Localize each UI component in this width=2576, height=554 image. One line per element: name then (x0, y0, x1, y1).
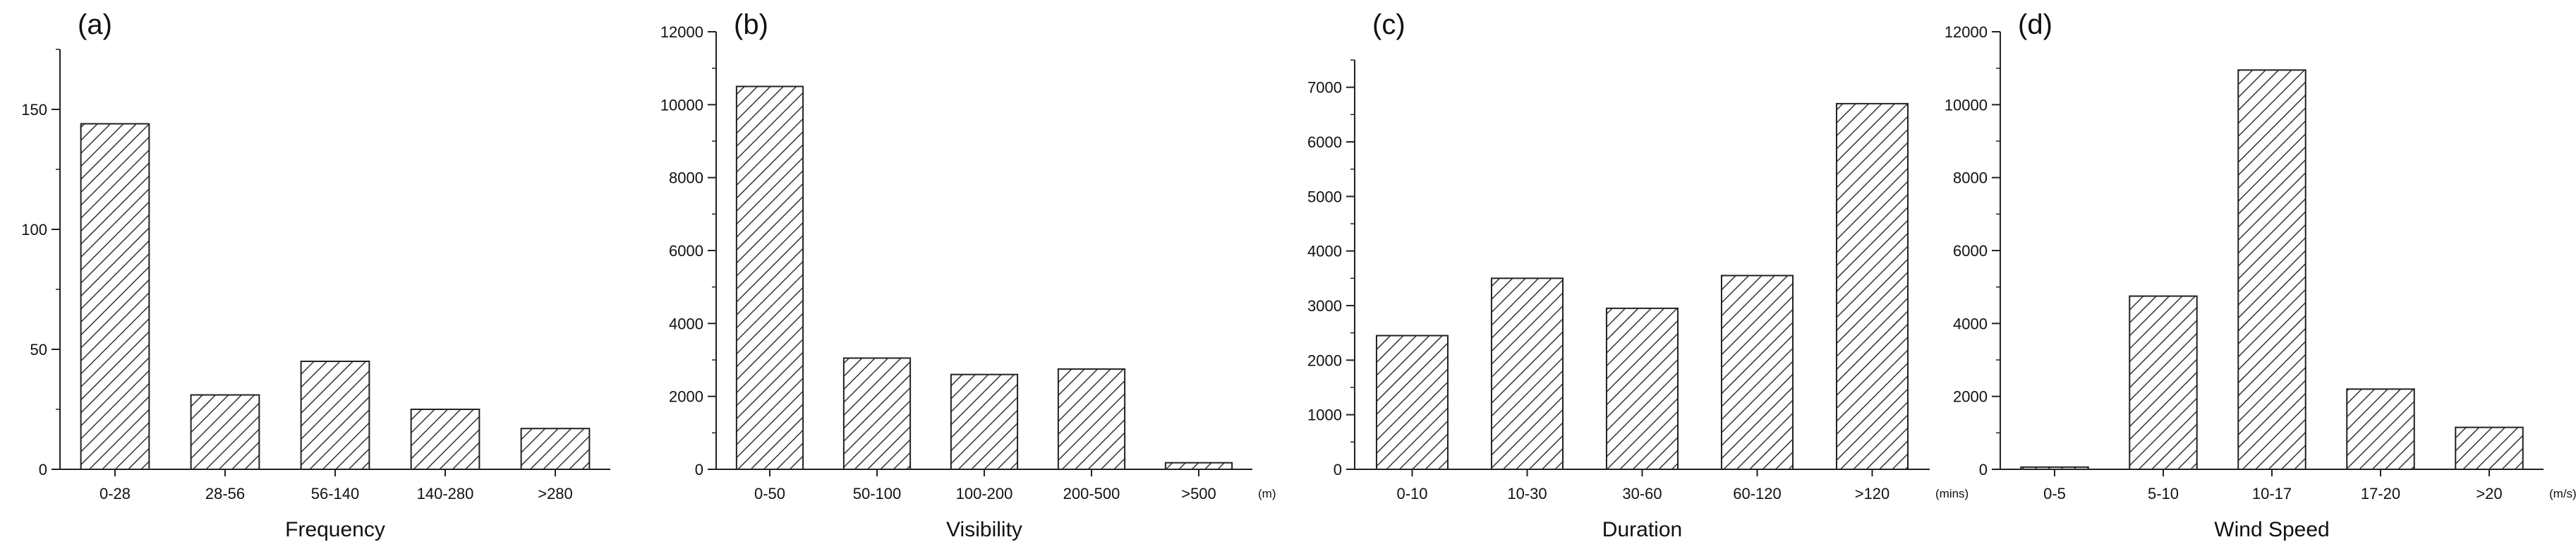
y-tick-label: 4000 (669, 315, 703, 332)
x-unit-label: (m/s) (2549, 487, 2576, 500)
y-tick-label: 6000 (1953, 242, 1988, 260)
x-tick-label: 10-30 (1507, 485, 1547, 502)
x-tick-label: >20 (2476, 485, 2502, 502)
bar-2 (190, 394, 260, 470)
y-tick-label: 4000 (1953, 315, 1988, 332)
x-tick-label: 0-10 (1396, 485, 1427, 502)
bar-3 (300, 361, 370, 470)
bar-4 (1720, 275, 1794, 470)
y-tick-label: 10000 (660, 96, 703, 114)
x-tick-label: 200-500 (1063, 485, 1120, 502)
bar-2 (842, 357, 912, 470)
x-tick-label: 140-280 (417, 485, 474, 502)
bar-4 (1057, 368, 1126, 471)
bar-4 (2346, 388, 2415, 470)
bar-3 (2237, 69, 2306, 470)
x-tick-label: 56-140 (311, 485, 360, 502)
x-axis-title: Duration (1602, 518, 1682, 541)
x-unit-label: (m) (1258, 487, 1276, 500)
chart-panel-1: 0 50 100 150 0-28 28-56 56-140 140-280 >280 Frequ… (21, 9, 610, 541)
panel-label: (b) (734, 9, 768, 40)
y-tick-label: 100 (21, 221, 47, 239)
y-tick-label: 6000 (1307, 133, 1342, 151)
chart-panel-4: 0 2000 4000 6000 8000 10000 12000 0-5 5-10 10-17 1… (1945, 9, 2576, 541)
panel-label: (c) (1372, 9, 1405, 40)
y-tick-label: 12000 (660, 23, 703, 41)
y-tick-label: 2000 (1953, 388, 1988, 406)
x-tick-label: 5-10 (2148, 485, 2179, 502)
y-tick-label: 0 (39, 461, 47, 478)
y-tick-label: 10000 (1945, 96, 1988, 114)
x-tick-label: 0-28 (99, 485, 131, 502)
bar-1 (80, 123, 150, 470)
x-axis-title: Frequency (285, 518, 385, 541)
y-tick-label: 7000 (1307, 79, 1342, 97)
x-axis-title: Visibility (946, 518, 1022, 541)
bar-5 (520, 428, 591, 471)
y-tick-label: 6000 (669, 242, 703, 260)
x-tick-label: >500 (1181, 485, 1216, 502)
x-unit-label: (mins) (1935, 487, 1969, 500)
bar-4 (410, 409, 480, 470)
bar-1 (2020, 466, 2089, 471)
bar-5 (2455, 426, 2524, 470)
x-tick-label: 50-100 (853, 485, 902, 502)
x-tick-label: 60-120 (1733, 485, 1782, 502)
x-tick-label: 0-50 (754, 485, 785, 502)
bar-2 (1490, 277, 1564, 470)
y-tick-label: 2000 (1307, 351, 1342, 369)
y-tick-label: 50 (30, 341, 47, 359)
bar-3 (1605, 307, 1679, 470)
bar-5 (1835, 102, 1909, 471)
chart-panel-3: 0 1000 2000 3000 4000 5000 6000 7000 0-10 10-30 30… (1307, 9, 1969, 541)
y-tick-label: 0 (1979, 461, 1988, 478)
x-tick-label: 28-56 (205, 485, 245, 502)
y-tick-label: 8000 (669, 169, 703, 187)
panel-label: (a) (78, 9, 112, 40)
x-tick-label: 0-5 (2043, 485, 2066, 502)
bar-1 (735, 85, 804, 470)
y-tick-label: 5000 (1307, 188, 1342, 205)
bar-2 (2129, 295, 2198, 471)
y-tick-label: 3000 (1307, 297, 1342, 315)
chart-panels: 0 50 100 150 0-28 28-56 56-140 140-280 >280 Frequ… (21, 9, 2576, 541)
x-tick-label: >120 (1855, 485, 1890, 502)
x-tick-label: 30-60 (1622, 485, 1662, 502)
x-axis-title: Wind Speed (2214, 518, 2329, 541)
y-tick-label: 0 (695, 461, 703, 478)
y-tick-label: 150 (21, 101, 47, 119)
y-tick-label: 12000 (1945, 23, 1988, 41)
x-tick-label: 17-20 (2361, 485, 2400, 502)
x-tick-label: >280 (538, 485, 573, 502)
bar-5 (1164, 462, 1233, 471)
bar-1 (1375, 335, 1449, 470)
bar-3 (950, 373, 1019, 471)
y-tick-label: 1000 (1307, 407, 1342, 424)
x-tick-label: 100-200 (956, 485, 1013, 502)
y-tick-label: 0 (1334, 461, 1342, 478)
y-tick-label: 8000 (1953, 169, 1988, 187)
x-tick-label: 10-17 (2252, 485, 2292, 502)
chart-panel-2: 0 2000 4000 6000 8000 10000 12000 0-50 50-100 100… (660, 9, 1276, 541)
y-tick-label: 4000 (1307, 243, 1342, 260)
y-tick-label: 2000 (669, 388, 703, 406)
panel-label: (d) (2018, 9, 2052, 40)
